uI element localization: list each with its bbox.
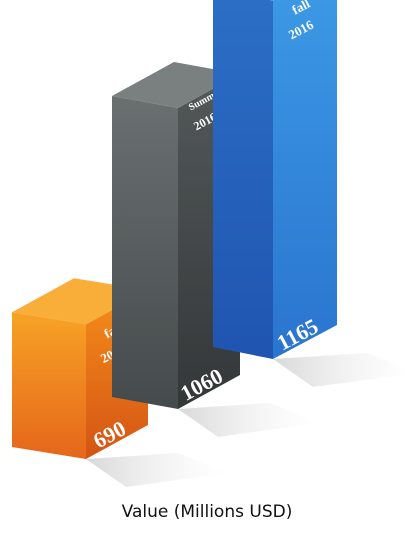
bar-shadow	[86, 453, 228, 487]
bar-front-face	[12, 312, 86, 459]
x-axis-title: Value (Millions USD)	[121, 502, 293, 522]
bar-top-face	[112, 61, 240, 108]
bar-shadow	[178, 403, 320, 437]
bar-shadow	[273, 353, 414, 387]
bar-front-face	[213, 0, 273, 359]
bar-front-face	[112, 95, 178, 410]
bar-top-face	[270, 0, 275, 1]
bar-side-face	[273, 0, 337, 359]
